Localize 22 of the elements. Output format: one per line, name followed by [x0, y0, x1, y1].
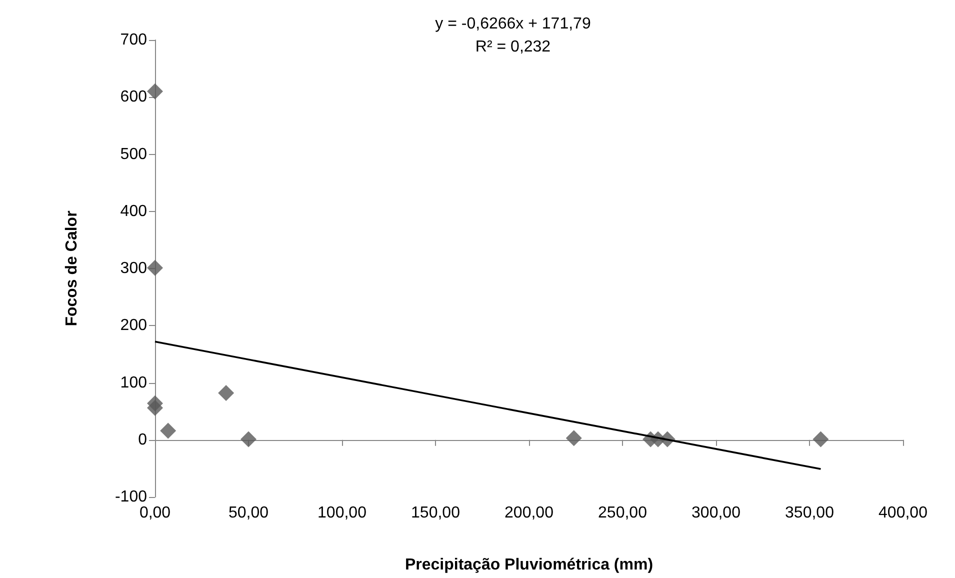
x-tick-label: 250,00	[598, 504, 648, 522]
y-tick-label: 600	[120, 88, 148, 106]
x-tick-label: 400,00	[878, 504, 928, 522]
x-tick-label: 0,00	[139, 504, 171, 522]
y-tick-label: 700	[120, 32, 148, 48]
y-tick-label: -100	[114, 488, 148, 506]
x-tick-label: 150,00	[411, 504, 460, 522]
x-tick-label: 300,00	[692, 504, 741, 522]
text: y = -0,6266x + 171,79	[435, 16, 591, 32]
y-tick-label: 500	[120, 146, 148, 163]
x-tick-label: 100,00	[318, 504, 367, 522]
x-tick-label: 350,00	[785, 504, 834, 522]
y-tick-label: 300	[120, 260, 148, 277]
x-axis-title: Precipitação Pluviométrica (mm)	[404, 556, 654, 574]
annotation: R² = 0,232	[475, 38, 551, 56]
x-tick-label: 200,00	[504, 504, 554, 522]
y-tick-label: 400	[120, 202, 148, 220]
y-tick-label: 0	[138, 431, 148, 448]
y-tick-label: 100	[120, 374, 148, 392]
y-axis-title: Focos de Calor	[64, 210, 80, 326]
x-tick-label: 50,00	[228, 504, 269, 522]
y-tick-label: 200	[120, 317, 148, 334]
